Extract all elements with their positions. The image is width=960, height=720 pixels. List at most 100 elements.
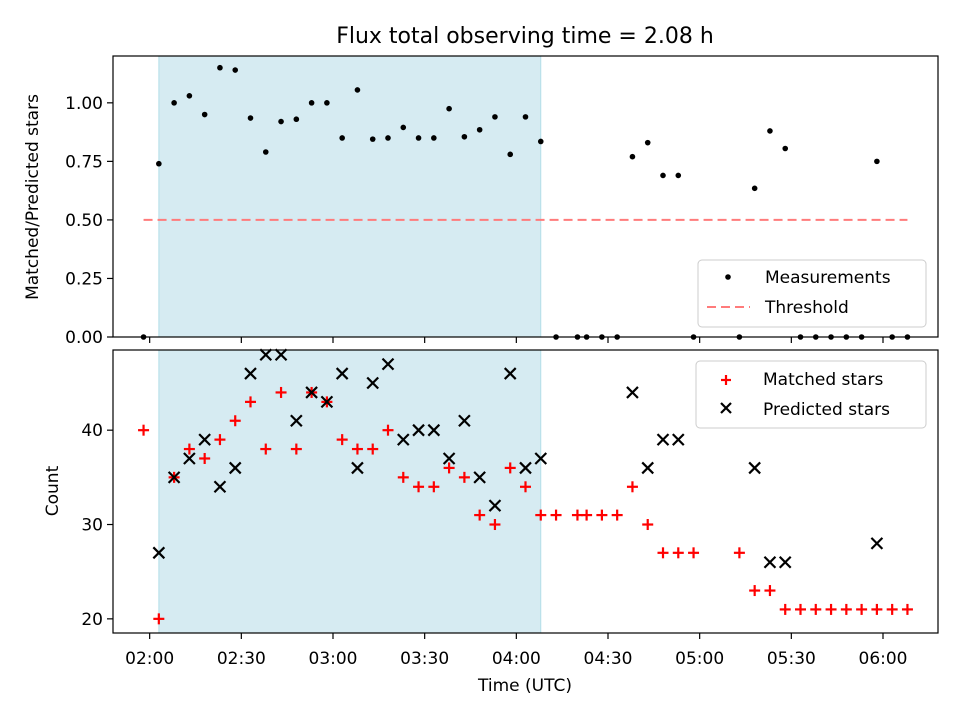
predicted-star-point [228, 461, 242, 475]
predicted-star-point [396, 433, 410, 446]
measurement-point [537, 138, 544, 145]
top-plot-frame [112, 55, 939, 338]
measurement-point [415, 135, 422, 141]
bottom-plot-frame [112, 349, 939, 634]
predicted-star-point [290, 414, 303, 428]
matched-star-point [275, 386, 287, 398]
top-panel: 0.00 0.25 0.50 0.75 1.00 Matched/Predicted s… [23, 55, 939, 348]
matched-star-point [229, 415, 241, 427]
predicted-star-point [412, 423, 425, 437]
matched-star-point [336, 434, 348, 446]
measurement-point [400, 124, 407, 131]
matched-star-point [183, 443, 195, 455]
measurement-point [660, 172, 666, 179]
matched-star-point [840, 603, 852, 615]
predicted-star-point [320, 395, 334, 409]
measurement-point [476, 126, 483, 133]
legend-matched-marker [721, 375, 731, 385]
top-legend-box [697, 259, 927, 328]
predicted-star-point [152, 546, 166, 560]
legend-measurements-label: Measurements [765, 268, 891, 288]
x-tick-label: 05:30 [767, 649, 816, 669]
legend-matched-label: Matched stars [763, 370, 883, 390]
matched-star-point [810, 603, 822, 615]
predicted-star-point [274, 348, 288, 361]
predicted-star-point [503, 367, 517, 380]
measurement-point [278, 118, 284, 125]
measurement-point [782, 145, 789, 152]
predicted-star-point [748, 461, 761, 475]
matched-star-point [657, 547, 669, 559]
matched-star-point [397, 471, 409, 483]
measurement-point [354, 87, 361, 93]
matched-star-point [749, 585, 761, 597]
y-tick-label: 0.25 [65, 269, 103, 289]
matched-star-point [856, 603, 868, 615]
matched-star-point [871, 603, 883, 615]
predicted-star-point [427, 423, 441, 437]
predicted-star-point [244, 367, 257, 380]
measurement-point [492, 114, 498, 120]
matched-star-point [138, 424, 150, 436]
predicted-star-point [534, 452, 548, 465]
matched-star-point [901, 603, 913, 615]
matched-star-point [596, 509, 608, 521]
matched-star-point [199, 452, 211, 464]
bottom-panel: 20 30 40 02:00 02:30 03:00 03:30 04:00 04:30 05:… [43, 348, 939, 696]
measurement-point [156, 160, 162, 167]
y-tick-label: 30 [81, 516, 103, 536]
matched-star-point [733, 547, 745, 559]
measurement-point [171, 100, 177, 106]
predicted-star-point [183, 452, 196, 465]
measurement-point [247, 115, 254, 121]
matched-star-point [153, 613, 165, 625]
measurement-point [339, 135, 345, 141]
matched-star-point [428, 481, 440, 493]
top-x-axis-ticks [149, 337, 884, 343]
top-observing-window-shade [158, 55, 542, 338]
predicted-star-point [778, 555, 792, 569]
predicted-star-point [381, 357, 395, 371]
matched-star-point [626, 481, 638, 493]
predicted-star-point [671, 433, 685, 446]
bottom-observing-window-shade [158, 349, 542, 634]
predicted-star-point [626, 386, 639, 399]
measurement-point [385, 135, 391, 141]
measurement-point [262, 149, 269, 155]
matched-star-point [290, 443, 302, 455]
matched-star-point [886, 603, 898, 615]
measurement-point [324, 100, 330, 106]
matched-star-point [581, 509, 593, 521]
matched-star-point [688, 547, 700, 559]
x-tick-label: 03:00 [309, 649, 358, 669]
bottom-x-axis-ticks: 02:00 02:30 03:00 03:30 04:00 04:30 05:00 05:30… [125, 633, 908, 669]
matched-star-point [413, 481, 425, 493]
measurement-point [751, 185, 758, 192]
matched-star-point [214, 434, 226, 446]
legend-threshold-label: Threshold [764, 298, 849, 318]
predicted-star-point [656, 433, 670, 446]
predicted-star-point [488, 499, 502, 512]
x-tick-label: 05:00 [675, 649, 724, 669]
predicted-star-point [870, 537, 884, 550]
matched-star-point [351, 443, 363, 455]
legend-measurements-marker [725, 274, 731, 280]
x-tick-label: 03:30 [400, 649, 449, 669]
predicted-star-point [366, 376, 380, 390]
measurement-point [431, 135, 437, 141]
predicted-star-point [213, 480, 227, 494]
matched-star-point [779, 603, 791, 615]
predicted-star-point [442, 452, 456, 465]
measurement-point [522, 114, 529, 120]
legend-predicted-label: Predicted stars [763, 400, 890, 420]
measurement-point [507, 151, 514, 158]
top-y-axis-label: Matched/Predicted stars [23, 94, 43, 300]
x-tick-label: 04:30 [584, 649, 633, 669]
matched-star-point [825, 603, 837, 615]
measurement-point [644, 139, 651, 146]
bottom-y-axis-ticks: 20 30 40 [81, 421, 113, 630]
matched-star-point [367, 443, 379, 455]
measurement-point [232, 67, 239, 73]
matched-star-point [443, 462, 455, 474]
predicted-star-point [305, 386, 318, 399]
